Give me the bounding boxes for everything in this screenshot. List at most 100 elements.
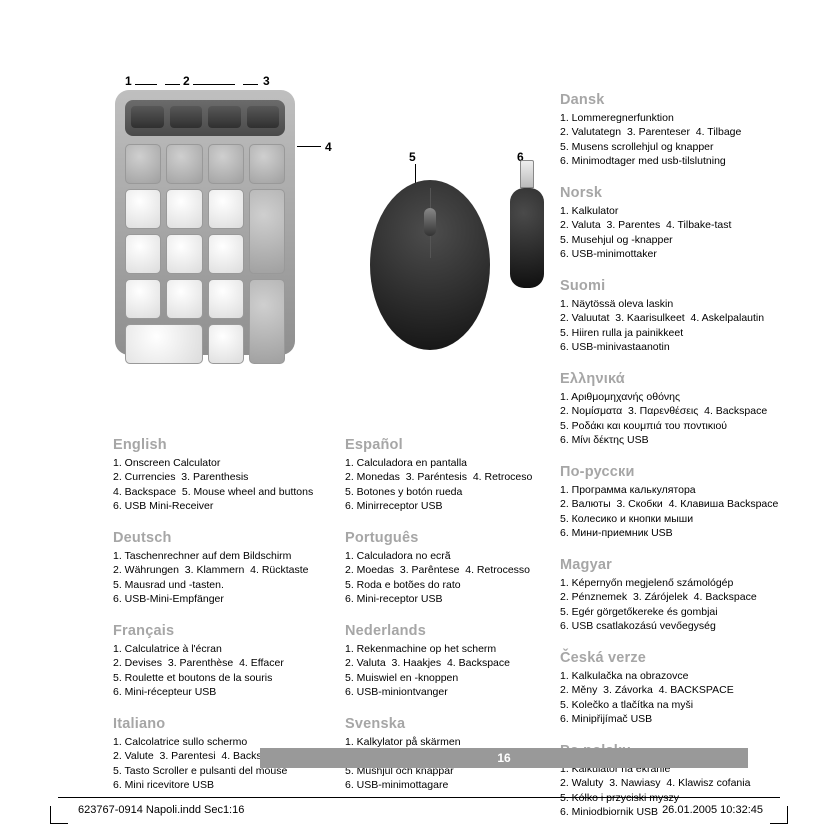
language-line: 4. Backspace 5. Mouse wheel and buttons bbox=[113, 485, 323, 499]
language-line: 6. Мини-приемник USB bbox=[560, 526, 790, 540]
language-line: 5. Mausrad und -tasten. bbox=[113, 578, 323, 592]
language-line: 2. Valuutat 3. Kaarisulkeet 4. Askelpala… bbox=[560, 311, 790, 325]
language-line: 1. Calculadora en pantalla bbox=[345, 456, 555, 470]
language-line: 6. Minirreceptor USB bbox=[345, 499, 555, 513]
language-block: Nederlands1. Rekenmachine op het scherm2… bbox=[345, 621, 555, 700]
language-title: Français bbox=[113, 621, 323, 641]
language-title: Norsk bbox=[560, 183, 790, 203]
key bbox=[208, 279, 244, 319]
language-block: Ελληνικά1. Αριθμομηχανής οθόνης2. Νομίσμ… bbox=[560, 369, 790, 448]
language-block: Suomi1. Näytössä oleva laskin2. Valuutat… bbox=[560, 276, 790, 355]
language-line: 2. Devises 3. Parenthèse 4. Effacer bbox=[113, 656, 323, 670]
language-line: 1. Onscreen Calculator bbox=[113, 456, 323, 470]
language-line: 1. Αριθμομηχανής οθόνης bbox=[560, 390, 790, 404]
language-title: Dansk bbox=[560, 90, 790, 110]
top-key bbox=[247, 106, 280, 128]
language-title: English bbox=[113, 435, 323, 455]
key bbox=[125, 234, 161, 274]
language-line: 6. Minipřijímač USB bbox=[560, 712, 790, 726]
language-line: 5. Hiiren rulla ja painikkeet bbox=[560, 326, 790, 340]
callout-1: 1 bbox=[125, 74, 132, 88]
language-line: 6. USB csatlakozású vevőegység bbox=[560, 619, 790, 633]
page-number: 16 bbox=[260, 748, 748, 768]
key bbox=[249, 144, 285, 184]
key bbox=[125, 189, 161, 229]
language-line: 6. USB-minimottaker bbox=[560, 247, 790, 261]
usb-receiver-image bbox=[510, 160, 544, 290]
language-line: 2. Currencies 3. Parenthesis bbox=[113, 470, 323, 484]
language-block: Español1. Calculadora en pantalla2. Mone… bbox=[345, 435, 555, 514]
callout-line bbox=[165, 84, 180, 85]
language-line: 2. Měny 3. Závorka 4. BACKSPACE bbox=[560, 683, 790, 697]
language-line: 1. Képernyőn megjelenő számológép bbox=[560, 576, 790, 590]
language-line: 2. Валюты 3. Скобки 4. Клавиша Backspace bbox=[560, 497, 790, 511]
key bbox=[166, 234, 202, 274]
key bbox=[166, 144, 202, 184]
language-line: 5. Botones y botón rueda bbox=[345, 485, 555, 499]
callout-5: 5 bbox=[409, 150, 416, 164]
top-key bbox=[208, 106, 241, 128]
footer-date: 26.01.2005 10:32:45 bbox=[662, 804, 763, 816]
language-line: 1. Lommeregnerfunktion bbox=[560, 111, 790, 125]
language-line: 5. Roda e botões do rato bbox=[345, 578, 555, 592]
language-title: Česká verze bbox=[560, 648, 790, 668]
callout-3: 3 bbox=[263, 74, 270, 88]
language-line: 2. Pénznemek 3. Zárójelek 4. Backspace bbox=[560, 590, 790, 604]
language-line: 6. USB-Mini-Empfänger bbox=[113, 592, 323, 606]
language-title: Suomi bbox=[560, 276, 790, 296]
language-line: 6. Minimodtager med usb-tilslutning bbox=[560, 154, 790, 168]
footer-file: 623767-0914 Napoli.indd Sec1:16 bbox=[78, 804, 244, 816]
callout-line bbox=[297, 146, 321, 147]
key bbox=[125, 144, 161, 184]
language-title: Italiano bbox=[113, 714, 323, 734]
language-block: Português1. Calculadora no ecrã2. Moedas… bbox=[345, 528, 555, 607]
key bbox=[208, 189, 244, 229]
language-line: 6. Mini-receptor USB bbox=[345, 592, 555, 606]
language-line: 1. Taschenrechner auf dem Bildschirm bbox=[113, 549, 323, 563]
keypad-top-row bbox=[125, 100, 285, 136]
language-title: По-русски bbox=[560, 462, 790, 482]
language-title: Svenska bbox=[345, 714, 555, 734]
language-block: Magyar1. Képernyőn megjelenő számológép2… bbox=[560, 555, 790, 634]
language-title: Português bbox=[345, 528, 555, 548]
callout-2: 2 bbox=[183, 74, 190, 88]
language-title: Ελληνικά bbox=[560, 369, 790, 389]
language-line: 2. Valuta 3. Parentes 4. Tilbake-tast bbox=[560, 218, 790, 232]
keypad-grid bbox=[125, 144, 285, 364]
key bbox=[249, 279, 285, 364]
callout-line bbox=[415, 164, 416, 184]
language-title: Deutsch bbox=[113, 528, 323, 548]
language-line: 6. Mini-récepteur USB bbox=[113, 685, 323, 699]
language-line: 1. Программа калькулятора bbox=[560, 483, 790, 497]
language-line: 5. Muiswiel en -knoppen bbox=[345, 671, 555, 685]
language-line: 5. Musens scrollehjul og knapper bbox=[560, 140, 790, 154]
language-block: По-русски1. Программа калькулятора2. Вал… bbox=[560, 462, 790, 541]
key bbox=[125, 279, 161, 319]
key bbox=[125, 324, 203, 364]
language-block: Français1. Calculatrice à l'écran2. Devi… bbox=[113, 621, 323, 700]
language-line: 2. Währungen 3. Klammern 4. Rücktaste bbox=[113, 563, 323, 577]
language-line: 5. Musehjul og -knapper bbox=[560, 233, 790, 247]
dongle-plug bbox=[520, 160, 534, 188]
crop-mark bbox=[770, 806, 788, 824]
top-key bbox=[131, 106, 164, 128]
language-line: 1. Calculatrice à l'écran bbox=[113, 642, 323, 656]
callout-line bbox=[135, 84, 157, 85]
language-block: Česká verze1. Kalkulačka na obrazovce2. … bbox=[560, 648, 790, 727]
key bbox=[208, 144, 244, 184]
language-line: 2. Νομίσματα 3. Παρενθέσεις 4. Backspace bbox=[560, 404, 790, 418]
key bbox=[208, 324, 244, 364]
language-line: 6. USB-minivastaanotin bbox=[560, 340, 790, 354]
language-block: English1. Onscreen Calculator2. Currenci… bbox=[113, 435, 323, 514]
callout-line bbox=[193, 84, 235, 85]
language-title: Español bbox=[345, 435, 555, 455]
language-block: Deutsch1. Taschenrechner auf dem Bildsch… bbox=[113, 528, 323, 607]
footer-separator bbox=[58, 797, 780, 798]
key bbox=[166, 189, 202, 229]
key bbox=[208, 234, 244, 274]
language-block: Norsk1. Kalkulator2. Valuta 3. Parentes … bbox=[560, 183, 790, 262]
top-key bbox=[170, 106, 203, 128]
language-line: 2. Waluty 3. Nawiasy 4. Klawisz cofania bbox=[560, 776, 790, 790]
language-line: 2. Moedas 3. Parêntese 4. Retrocesso bbox=[345, 563, 555, 577]
language-block: Dansk1. Lommeregnerfunktion2. Valutategn… bbox=[560, 90, 790, 169]
